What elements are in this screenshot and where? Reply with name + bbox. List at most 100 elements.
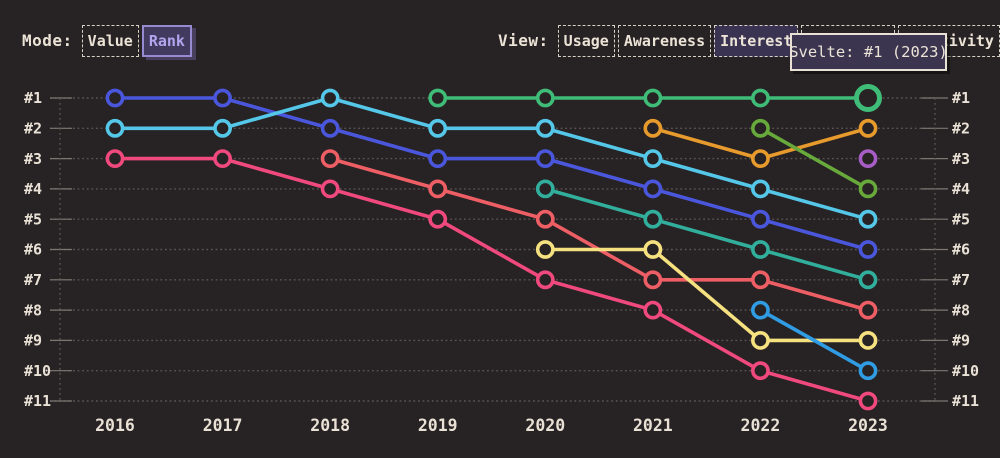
rank-label-left-9: #9	[24, 332, 42, 350]
rank-label-left-2: #2	[24, 120, 42, 138]
data-point-series-pink-2021[interactable]	[643, 300, 663, 320]
data-point-Svelte-2021[interactable]	[643, 88, 663, 108]
mode-option-value[interactable]: Value	[81, 25, 139, 57]
x-axis-label-2018: 2018	[310, 416, 350, 435]
data-point-series-cyan-2021[interactable]	[643, 149, 663, 168]
series-line-series-lime	[758, 126, 870, 191]
x-axis-label-2019: 2019	[418, 416, 458, 435]
data-point-series-pink-2016[interactable]	[105, 149, 125, 168]
data-point-series-coral-2020[interactable]	[535, 209, 555, 229]
rank-label-left-8: #8	[24, 301, 42, 319]
data-point-series-pink-2018[interactable]	[320, 179, 340, 199]
rank-label-right-7: #7	[952, 271, 970, 289]
data-point-series-yellow-2021[interactable]	[643, 240, 663, 259]
rank-label-left-7: #7	[24, 271, 42, 289]
rank-label-right-2: #2	[952, 120, 970, 138]
series-line-series-pink	[113, 156, 870, 403]
data-point-series-yellow-2022[interactable]	[751, 330, 770, 350]
data-point-series-indigo-2023[interactable]	[858, 240, 878, 259]
data-point-series-coral-2018[interactable]	[320, 149, 340, 168]
rank-label-left-11: #11	[24, 392, 51, 410]
data-point-series-cyan-2018[interactable]	[320, 88, 340, 108]
x-axis-label-2016: 2016	[95, 416, 135, 435]
data-point-series-pink-2017[interactable]	[213, 149, 232, 168]
rank-label-left-1: #1	[24, 89, 42, 107]
data-point-series-coral-2022[interactable]	[751, 270, 770, 290]
tooltip: Svelte: #1 (2023)	[789, 33, 948, 71]
rank-label-right-1: #1	[952, 89, 970, 107]
x-axis-label-2022: 2022	[741, 416, 781, 435]
data-point-series-pink-2022[interactable]	[751, 361, 770, 381]
series-line-series-indigo	[113, 96, 870, 252]
x-axis-label-2020: 2020	[525, 416, 565, 435]
data-point-Svelte-2019[interactable]	[428, 88, 448, 108]
data-point-series-cyan-2016[interactable]	[105, 118, 125, 138]
data-point-series-cyan-2017[interactable]	[213, 118, 232, 138]
data-point-Svelte-2020[interactable]	[535, 88, 555, 108]
data-point-series-teal-2022[interactable]	[751, 240, 770, 259]
rank-label-right-5: #5	[952, 210, 970, 228]
data-point-series-orange-2021[interactable]	[643, 118, 663, 138]
data-point-series-purple-2023[interactable]	[858, 149, 878, 168]
view-option-usage[interactable]: Usage	[557, 25, 615, 57]
data-point-series-indigo-2018[interactable]	[320, 118, 340, 138]
data-point-series-indigo-2017[interactable]	[213, 88, 232, 108]
series-line-series-sky-blue	[758, 308, 870, 373]
data-point-series-orange-2022[interactable]	[751, 149, 770, 168]
view-label: View:	[498, 31, 549, 50]
data-point-series-cyan-2022[interactable]	[751, 179, 770, 199]
series-line-series-cyan	[113, 96, 870, 221]
rank-label-right-10: #10	[952, 362, 979, 380]
rank-label-right-8: #8	[952, 301, 970, 319]
data-point-series-orange-2023[interactable]	[858, 118, 878, 138]
data-point-series-lime-2022[interactable]	[751, 118, 770, 138]
data-point-series-lime-2023[interactable]	[858, 179, 878, 199]
rank-label-right-9: #9	[952, 332, 970, 350]
data-point-Svelte-2023[interactable]	[854, 84, 882, 112]
data-point-series-pink-2019[interactable]	[428, 209, 448, 229]
data-point-series-teal-2021[interactable]	[643, 209, 663, 229]
rank-label-left-4: #4	[24, 180, 42, 198]
x-axis-label-2017: 2017	[203, 416, 243, 435]
data-point-series-teal-2020[interactable]	[535, 179, 555, 199]
view-option-awareness[interactable]: Awareness	[617, 25, 712, 57]
rank-label-left-5: #5	[24, 210, 42, 228]
data-point-series-coral-2023[interactable]	[858, 300, 878, 320]
data-point-series-pink-2020[interactable]	[535, 270, 555, 290]
data-point-series-pink-2023[interactable]	[858, 391, 878, 411]
mode-label: Mode:	[22, 31, 73, 50]
data-point-series-coral-2019[interactable]	[428, 179, 448, 199]
mode-option-rank[interactable]: Rank	[141, 25, 192, 57]
mode-control-group: Mode: Value Rank	[22, 25, 192, 57]
x-axis-label-2021: 2021	[633, 416, 673, 435]
view-option-interest[interactable]: Interest	[714, 25, 799, 57]
rank-label-left-10: #10	[24, 362, 51, 380]
rank-label-right-4: #4	[952, 180, 970, 198]
data-point-series-yellow-2020[interactable]	[535, 240, 555, 259]
x-axis-label-2023: 2023	[848, 416, 888, 435]
data-point-series-sky-blue-2022[interactable]	[751, 300, 770, 320]
data-point-series-cyan-2019[interactable]	[428, 118, 448, 138]
data-point-series-indigo-2016[interactable]	[105, 88, 125, 108]
data-point-series-indigo-2021[interactable]	[643, 179, 663, 199]
data-point-series-cyan-2020[interactable]	[535, 118, 555, 138]
series-line-series-coral	[328, 156, 870, 312]
data-point-series-indigo-2020[interactable]	[535, 149, 555, 168]
rank-label-right-6: #6	[952, 241, 970, 259]
rank-label-right-3: #3	[952, 150, 970, 168]
data-point-series-sky-blue-2023[interactable]	[858, 361, 878, 381]
data-point-Svelte-2022[interactable]	[751, 88, 770, 108]
data-point-series-coral-2021[interactable]	[643, 270, 663, 290]
data-point-series-cyan-2023[interactable]	[858, 209, 878, 229]
rank-label-left-3: #3	[24, 150, 42, 168]
data-point-series-teal-2023[interactable]	[858, 270, 878, 290]
rank-label-right-11: #11	[952, 392, 979, 410]
rank-label-left-6: #6	[24, 241, 42, 259]
data-point-series-yellow-2023[interactable]	[858, 330, 878, 350]
view-control-group: View: Usage Awareness Interest Retention…	[498, 25, 1000, 57]
data-point-series-indigo-2019[interactable]	[428, 149, 448, 168]
series-line-series-teal	[543, 187, 870, 282]
data-point-series-indigo-2022[interactable]	[751, 209, 770, 229]
